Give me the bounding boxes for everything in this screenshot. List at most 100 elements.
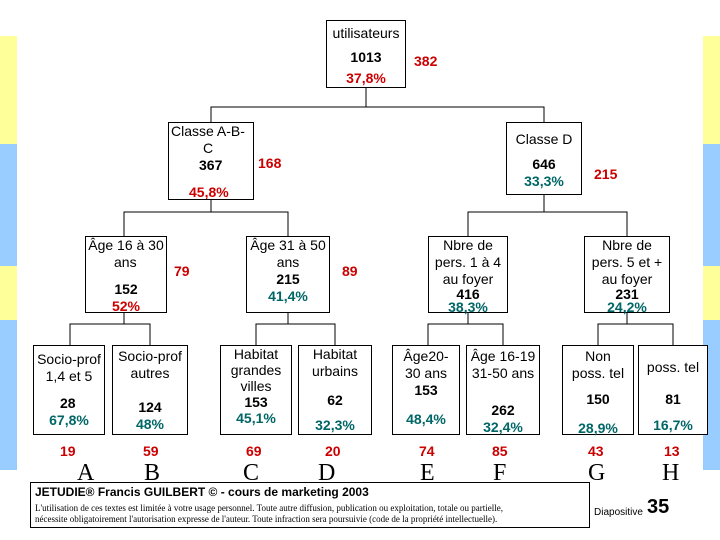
leaf-g-label-1: Non: [585, 348, 611, 364]
leaf-h-node: poss. tel 81 16,7%: [638, 345, 708, 435]
leaf-e-node: Âge20- 30 ans 153 48,4%: [392, 345, 460, 435]
leaf-g-node: Non poss. tel 150 28,9%: [562, 345, 634, 436]
leaf-a-label-2: 1,4 et 5: [45, 368, 93, 384]
right-blue-band-1: [703, 144, 720, 266]
household-5-plus-label-2: pers. 5 et +: [591, 254, 663, 270]
household-5-plus-label-1: Nbre de: [602, 237, 652, 253]
leaf-c-bottom-count: 69: [246, 443, 262, 459]
connector-n1-b: [124, 323, 151, 345]
household-5-plus-pct: 24,2%: [607, 299, 647, 315]
right-yellow-band-2: [703, 266, 720, 320]
leaf-b-node: Socio-prof autres 124 48%: [112, 345, 188, 435]
leaf-h-pct: 16,7%: [653, 417, 693, 433]
connector-root-abc: [210, 88, 367, 122]
age-31-50-side-count: 89: [342, 263, 358, 279]
household-1-4-label-3: au foyer: [442, 271, 494, 287]
letter-b: B: [144, 460, 161, 486]
leaf-a-bottom-count: 19: [60, 443, 76, 459]
household-5-plus-count: 231: [615, 286, 639, 302]
leaf-b-label-2: autres: [130, 365, 170, 381]
leaf-c-node: Habitat grandes villes 153 45,1%: [220, 345, 292, 435]
left-blue-band-1: [0, 144, 17, 266]
letter-g: G: [588, 460, 606, 486]
connector-n2-d: [288, 323, 336, 345]
leaf-g-count: 150: [586, 391, 610, 407]
root-title: utilisateurs: [332, 25, 400, 41]
leaf-d-pct: 32,3%: [315, 417, 355, 433]
leaf-c-count: 153: [244, 394, 268, 410]
class-abc-node: Classe A-B- C 367 45,8%: [168, 122, 254, 200]
leaf-e-label-2: 30 ans: [404, 365, 448, 381]
connector-d-n4: [544, 211, 628, 236]
class-d-count: 646: [532, 156, 556, 172]
leaf-c-label-3: villes: [240, 378, 272, 394]
footer-box: JETUDIE® Francis GUILBERT © - cours de m…: [30, 482, 590, 528]
connector-abc-n1: [123, 200, 212, 236]
household-1-4-node: Nbre de pers. 1 à 4 au foyer 416 38,3%: [428, 236, 508, 315]
age-16-30-node: Âge 16 à 30 ans 152 52%: [85, 236, 167, 314]
leaf-g-bottom-count: 43: [588, 443, 604, 459]
class-d-side-count: 215: [594, 166, 618, 182]
leaf-d-node: Habitat urbains 62 32,3%: [298, 345, 372, 435]
leaf-f-bottom-count: 85: [492, 443, 508, 459]
footer-legal-2: nécessite obligatoirement l'autorisation…: [35, 514, 498, 524]
household-5-plus-node: Nbre de pers. 5 et + au foyer 231 24,2%: [584, 236, 670, 315]
connector-abc-n2: [211, 211, 289, 236]
class-abc-count: 367: [199, 157, 223, 173]
leaf-d-label-2: urbains: [312, 363, 358, 379]
leaf-d-bottom-count: 20: [325, 443, 341, 459]
leaf-b-count: 124: [138, 399, 162, 415]
letter-d: D: [318, 460, 336, 486]
household-5-plus-label-3: au foyer: [601, 271, 653, 287]
leaf-g-label-2: poss. tel: [571, 365, 625, 381]
age-16-30-pct: 52%: [111, 298, 141, 314]
footer-legal-1: L'utilisation de ces textes est limitée …: [35, 503, 504, 513]
leaf-e-bottom-count: 74: [419, 443, 435, 459]
age-16-30-label-1: Âge 16 à 30: [88, 237, 164, 253]
leaf-a-count: 28: [60, 395, 76, 411]
letter-f: F: [493, 460, 507, 486]
class-abc-label-2: C: [203, 140, 214, 156]
leaf-a-pct: 67,8%: [49, 412, 89, 428]
leaf-f-pct: 32,4%: [483, 419, 523, 435]
leaf-f-count: 262: [491, 402, 515, 418]
connector-n3-f: [468, 323, 504, 345]
connector-n2-c: [255, 313, 289, 345]
leaf-h-bottom-count: 13: [664, 443, 680, 459]
footer-credit: JETUDIE® Francis GUILBERT © - cours de m…: [35, 485, 369, 499]
root-pct: 37,8%: [346, 70, 386, 86]
household-1-4-pct: 38,3%: [448, 299, 488, 315]
leaf-c-label-1: Habitat: [233, 346, 279, 362]
leaf-d-count: 62: [327, 392, 343, 408]
age-31-50-count: 215: [276, 271, 300, 287]
age-31-50-label-1: Âge 31 à 50: [250, 237, 326, 253]
connector-n4-h: [627, 323, 674, 345]
letter-a: A: [77, 460, 95, 486]
leaf-f-label-2: 31-50 ans: [471, 365, 535, 381]
leaf-e-label-1: Âge20-: [403, 348, 449, 364]
left-blue-band-2: [0, 320, 17, 470]
household-1-4-label-1: Nbre de: [443, 237, 493, 253]
leaf-a-node: Socio-prof 1,4 et 5 28 67,8%: [33, 345, 105, 435]
age-16-30-count: 152: [114, 281, 138, 297]
leaf-c-label-2: grandes: [230, 362, 282, 378]
age-31-50-pct: 41,4%: [268, 288, 308, 304]
age-16-30-label-2: ans: [114, 254, 137, 270]
root-other-count: 382: [414, 53, 438, 69]
leaf-h-label-1: poss. tel: [646, 359, 700, 375]
leaf-b-label-1: Socio-prof: [118, 348, 182, 364]
class-abc-label-1: Classe A-B-: [171, 123, 245, 139]
leaf-e-pct: 48,4%: [406, 411, 446, 427]
leaf-h-count: 81: [665, 391, 681, 407]
class-d-title: Classe D: [515, 131, 573, 147]
connector-n3-e: [427, 313, 469, 345]
connector-d-n3: [467, 195, 545, 236]
root-node: utilisateurs 1013 37,8%: [326, 20, 406, 88]
leaf-d-label-1: Habitat: [312, 346, 358, 362]
household-1-4-label-2: pers. 1 à 4: [434, 254, 502, 270]
right-yellow-band-1: [703, 36, 720, 144]
age-16-30-side-count: 79: [174, 263, 190, 279]
slide-number: 35: [647, 496, 670, 518]
leaf-f-label-1: Âge 16-19: [470, 348, 536, 364]
leaf-a-label-1: Socio-prof: [37, 351, 101, 367]
